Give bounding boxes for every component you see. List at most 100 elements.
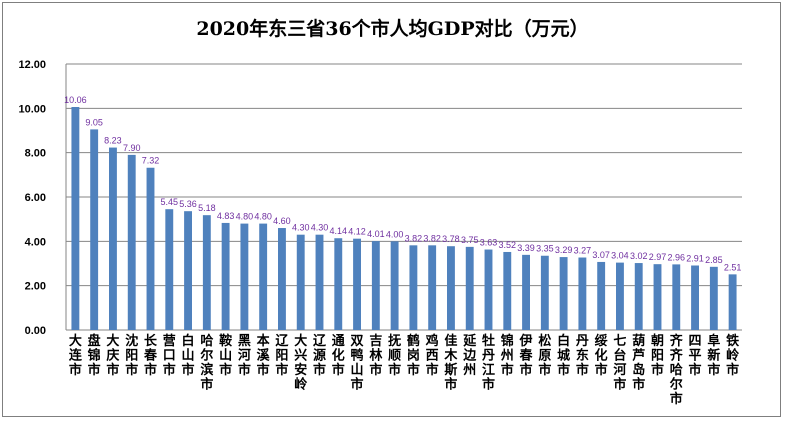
x-tick-char: 松 <box>538 333 551 349</box>
x-tick-char: 市 <box>670 391 683 407</box>
bar <box>71 107 80 331</box>
x-tick-label: 辽源市 <box>313 334 327 378</box>
x-tick-char: 市 <box>726 362 739 378</box>
x-tick-label: 铁岭市 <box>725 333 739 378</box>
x-tick-char: 盘 <box>88 333 101 349</box>
x-tick-char: 市 <box>557 362 570 378</box>
data-label: 3.04 <box>611 251 629 261</box>
x-tick-char: 春 <box>143 348 158 364</box>
x-tick-label: 葫芦岛市 <box>632 333 645 393</box>
x-tick-char: 鞍 <box>219 333 232 349</box>
x-tick-char: 锦 <box>501 333 514 349</box>
y-tick-label: 8.00 <box>25 148 46 160</box>
x-tick-char: 本 <box>257 333 270 349</box>
x-tick-char: 市 <box>238 362 251 378</box>
data-label: 5.45 <box>161 197 179 207</box>
data-label: 3.82 <box>405 233 423 243</box>
bar <box>353 238 361 330</box>
x-tick-char: 市 <box>388 362 401 378</box>
x-tick-char: 丹 <box>482 349 495 364</box>
data-label: 4.60 <box>273 216 291 226</box>
x-tick-char: 市 <box>407 362 420 378</box>
x-tick-label: 营口市 <box>163 333 176 378</box>
bar <box>616 262 624 330</box>
y-axis: 0.00 2.00 4.00 6.00 8.00 10.00 12.00 <box>18 59 67 337</box>
bar <box>315 234 324 330</box>
bar <box>409 245 418 330</box>
data-label: 7.32 <box>142 156 160 166</box>
bar <box>653 264 662 330</box>
x-tick-char: 市 <box>576 362 589 378</box>
x-tick-char: 丹 <box>576 334 589 349</box>
x-tick-char: 溪 <box>257 348 271 364</box>
x-tick-label: 大庆市 <box>105 333 119 378</box>
x-tick-char: 河 <box>613 362 626 378</box>
data-label: 2.51 <box>724 262 742 272</box>
x-tick-char: 大 <box>69 333 82 349</box>
x-tick-char: 平 <box>689 349 702 364</box>
x-tick-char: 原 <box>538 349 551 364</box>
x-tick-char: 口 <box>163 349 176 364</box>
x-tick-char: 齐 <box>670 348 684 364</box>
x-tick-label: 绥化市 <box>595 333 608 378</box>
bar <box>503 251 512 330</box>
x-tick-char: 市 <box>88 362 101 378</box>
x-tick-char: 市 <box>69 362 82 378</box>
x-tick-char: 市 <box>595 362 608 378</box>
x-tick-char: 市 <box>707 362 720 378</box>
x-tick-char: 江 <box>482 362 495 378</box>
x-tick-label: 盘锦市 <box>88 333 101 378</box>
x-tick-char: 市 <box>632 377 645 393</box>
x-tick-char: 七 <box>613 334 626 349</box>
x-tick-char: 市 <box>482 377 495 393</box>
data-label: 7.90 <box>123 143 141 153</box>
x-tick-label: 朝阳市 <box>651 333 664 378</box>
bar <box>109 147 117 330</box>
bar <box>127 154 136 330</box>
x-tick-char: 市 <box>351 377 364 393</box>
x-tick-char: 牡 <box>482 333 495 349</box>
x-tick-char: 哈 <box>200 333 213 349</box>
x-tick-char: 通 <box>332 333 345 349</box>
bar <box>728 274 737 330</box>
data-label: 4.00 <box>386 229 404 239</box>
data-label: 4.30 <box>311 223 329 233</box>
bars <box>71 107 737 331</box>
x-tick-char: 鹤 <box>407 333 420 349</box>
x-tick-label: 白城市 <box>557 333 570 378</box>
x-tick-char: 齐 <box>670 333 684 349</box>
y-tick-label: 10.00 <box>18 103 46 115</box>
data-label: 4.01 <box>367 229 385 239</box>
bar <box>259 223 268 330</box>
bar <box>390 241 399 330</box>
x-tick-label: 阜新市 <box>707 333 720 378</box>
bar <box>465 246 474 330</box>
x-tick-char: 岭 <box>726 348 739 364</box>
x-tick-char: 斯 <box>444 362 457 378</box>
data-label: 10.06 <box>64 95 87 105</box>
bar <box>691 265 699 330</box>
x-tick-char: 源 <box>313 348 326 364</box>
x-tick-char: 州 <box>500 349 514 364</box>
x-tick-char: 市 <box>144 362 157 378</box>
x-tick-char: 岗 <box>407 348 420 364</box>
bar <box>447 246 455 330</box>
data-label: 2.85 <box>705 255 723 265</box>
bar <box>597 261 606 330</box>
x-tick-char: 市 <box>219 362 232 378</box>
x-tick-label: 鞍山市 <box>219 333 232 378</box>
bar <box>559 257 568 330</box>
x-tick-label: 黑河市 <box>238 334 251 378</box>
x-tick-label: 大兴安岭 <box>294 333 307 393</box>
x-tick-char: 兴 <box>294 348 307 364</box>
data-label: 3.07 <box>592 250 610 260</box>
x-tick-char: 朝 <box>651 333 664 349</box>
x-tick-char: 四 <box>689 334 702 349</box>
x-tick-char: 春 <box>519 348 534 364</box>
x-tick-char: 营 <box>163 333 176 349</box>
x-tick-label: 辽阳市 <box>275 334 289 378</box>
x-tick-char: 鸡 <box>425 333 439 349</box>
x-tick-char: 佳 <box>444 333 457 349</box>
x-tick-label: 白山市 <box>182 333 195 378</box>
x-tick-char: 黑 <box>238 334 251 349</box>
